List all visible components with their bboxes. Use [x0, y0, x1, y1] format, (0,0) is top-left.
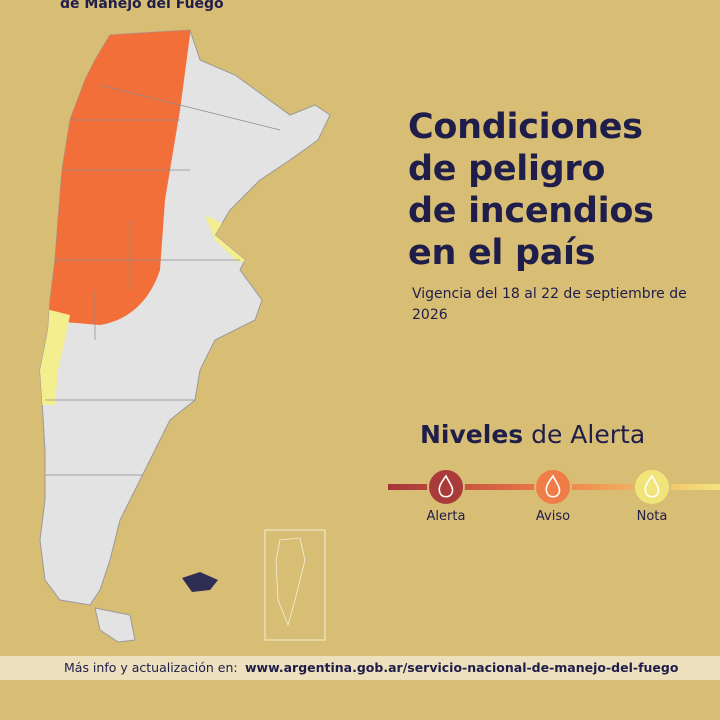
agency-name: de Manejo del Fuego	[60, 0, 224, 12]
legend-title: Niveles de Alerta	[420, 420, 645, 449]
level-label: Aviso	[535, 509, 571, 524]
argentina-map	[39, 29, 331, 643]
title-line: de incendios	[408, 191, 654, 231]
footer: Más info y actualización en: www.argenti…	[0, 656, 720, 680]
level-label: Nota	[636, 509, 668, 524]
title: Condiciones de peligro de incendios en e…	[408, 106, 654, 274]
subtitle: Vigencia del 18 al 22 de septiembre de 2…	[412, 286, 687, 323]
title-line: Condiciones	[408, 107, 643, 147]
legend-scale	[388, 468, 720, 506]
legend-title-rest: de Alerta	[531, 420, 646, 449]
level-label: Alerta	[426, 509, 466, 524]
footer-url[interactable]: www.argentina.gob.ar/servicio-nacional-d…	[245, 660, 679, 675]
legend-title-bold: Niveles	[420, 420, 524, 449]
title-line: de peligro	[408, 149, 606, 189]
footer-label: Más info y actualización en:	[64, 660, 238, 675]
nota-zone-west	[40, 305, 70, 405]
title-line: en el país	[408, 233, 596, 273]
